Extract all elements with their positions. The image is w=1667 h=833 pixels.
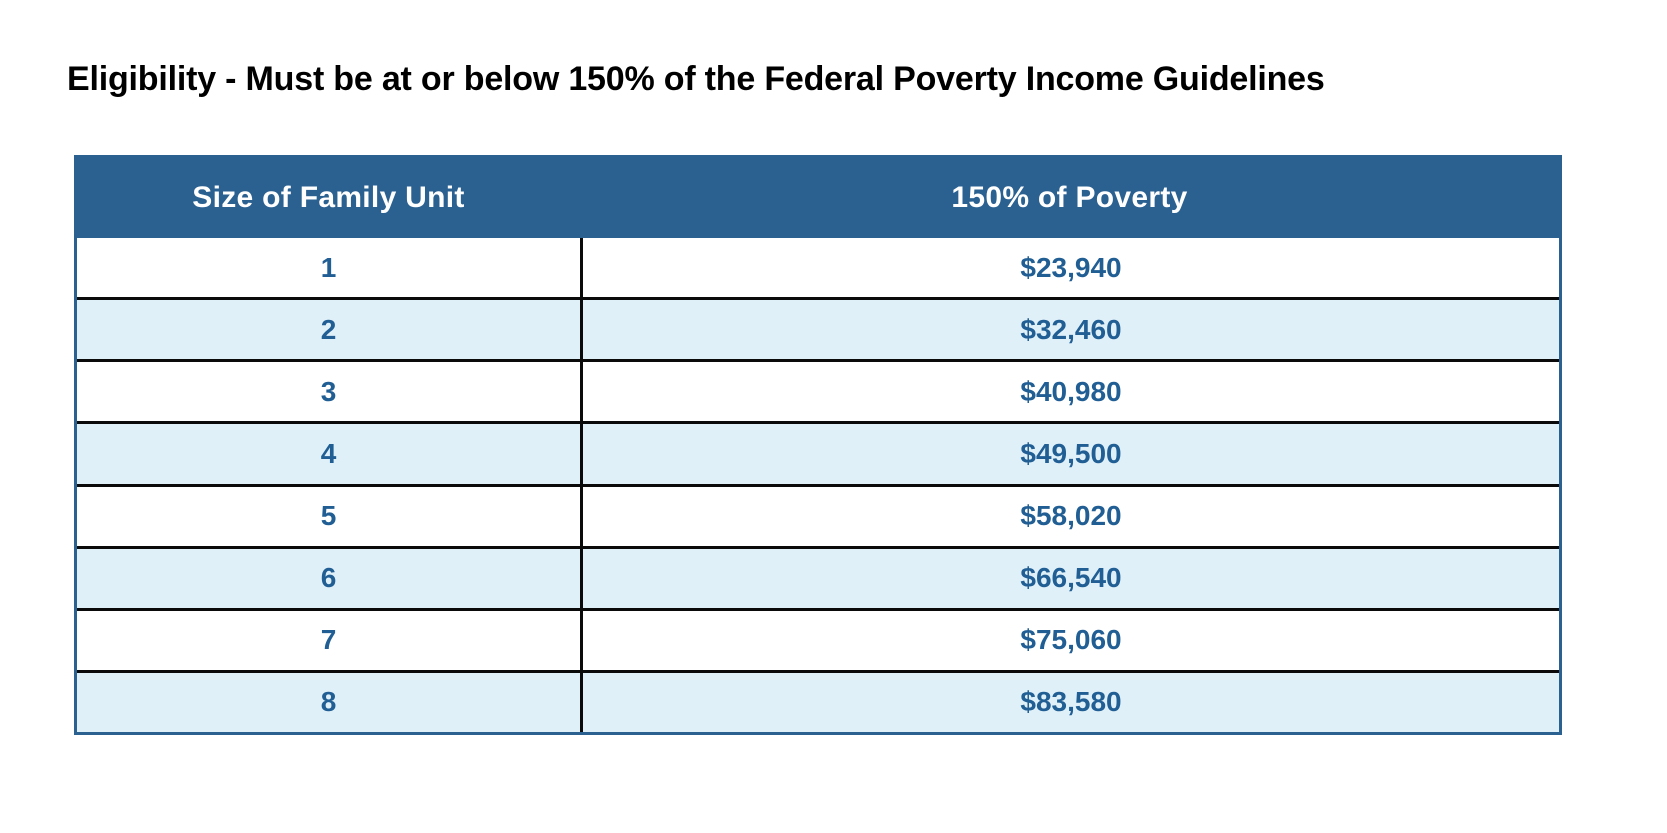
family-size-cell: 6	[320, 562, 337, 594]
table-row: 8 $83,580	[77, 669, 1559, 732]
table-row: 1 $23,940	[77, 238, 1559, 298]
income-cell: $83,580	[580, 672, 1559, 732]
table-body: 1 $23,940 2 $32,460 3 $40,980 4 $49,500 …	[77, 238, 1559, 732]
poverty-guidelines-table: Size of Family Unit 150% of Poverty 1 $2…	[74, 155, 1562, 735]
table-header-row: Size of Family Unit 150% of Poverty	[77, 158, 1559, 238]
family-size-cell: 4	[320, 437, 337, 469]
income-cell: $49,500	[580, 424, 1559, 484]
table-row: 7 $75,060	[77, 607, 1559, 670]
income-cell: $75,060	[580, 610, 1559, 670]
family-size-cell: 5	[320, 500, 337, 532]
family-size-cell: 2	[320, 313, 337, 345]
table-row: 4 $49,500	[77, 421, 1559, 484]
column-header-poverty: 150% of Poverty	[951, 181, 1188, 214]
income-cell: $40,980	[580, 362, 1559, 422]
family-size-cell: 8	[320, 686, 337, 718]
family-size-cell: 7	[320, 624, 337, 656]
income-cell: $23,940	[580, 238, 1559, 298]
table-row: 5 $58,020	[77, 483, 1559, 546]
table-row: 6 $66,540	[77, 545, 1559, 608]
income-cell: $58,020	[580, 486, 1559, 546]
table-row: 2 $32,460	[77, 297, 1559, 360]
income-cell: $32,460	[580, 300, 1559, 360]
table-row: 3 $40,980	[77, 359, 1559, 422]
family-size-cell: 3	[320, 375, 337, 407]
page-title: Eligibility - Must be at or below 150% o…	[67, 60, 1325, 98]
income-cell: $66,540	[580, 548, 1559, 608]
column-header-family-size: Size of Family Unit	[192, 181, 465, 214]
family-size-cell: 1	[320, 251, 337, 283]
